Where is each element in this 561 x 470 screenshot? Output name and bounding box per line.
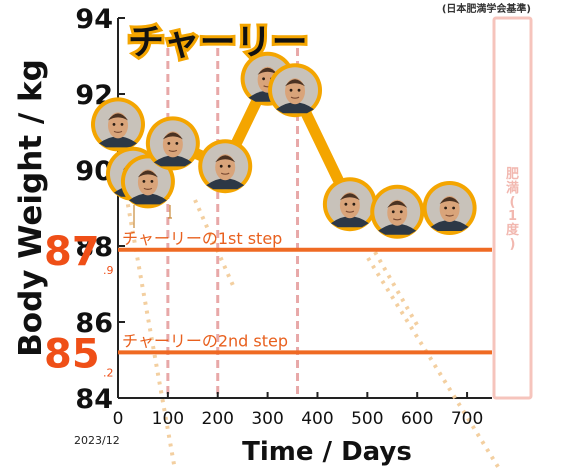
bmi-band-char: 1 xyxy=(508,209,517,224)
y-tick-label: 94 xyxy=(75,4,113,35)
trail-line xyxy=(118,159,177,470)
data-point xyxy=(268,63,323,118)
bmi-band-char: ( xyxy=(510,195,516,210)
bmi-band-char: 満 xyxy=(506,180,519,196)
x-tick-label: 500 xyxy=(351,409,383,429)
reference-value-small: .9 xyxy=(103,264,114,277)
y-tick-label: 84 xyxy=(75,384,113,415)
y-tick-label: 88 xyxy=(75,232,113,263)
y-tick-label: 86 xyxy=(75,308,113,339)
x-axis-label: Time / Days xyxy=(242,437,412,467)
x-tick-label: 0 xyxy=(113,409,124,429)
x-tick-label: 100 xyxy=(152,409,184,429)
standard-note: (日本肥満学会基準) xyxy=(442,2,531,15)
bmi-band xyxy=(492,16,533,400)
bmi-band-char: ) xyxy=(510,237,516,252)
data-point xyxy=(198,139,253,194)
data-point xyxy=(370,184,425,239)
data-point xyxy=(322,177,377,232)
trail-line xyxy=(366,256,502,470)
trail-line xyxy=(193,199,237,291)
data-point xyxy=(422,181,477,235)
x-tick-label: 600 xyxy=(401,409,433,429)
bmi-band-char: 肥 xyxy=(506,166,519,182)
x-start-date: 2023/12 xyxy=(74,434,120,447)
trail-line xyxy=(373,251,422,331)
chart-title: チャーリー xyxy=(128,22,308,63)
reference-value-big: 85 xyxy=(44,331,100,377)
reference-line-label: チャーリーの1st step xyxy=(122,229,282,248)
bmi-band-char: 度 xyxy=(506,222,520,238)
x-tick-label: 700 xyxy=(451,409,483,429)
reference-value-big: 87 xyxy=(44,229,100,275)
data-point xyxy=(145,116,200,171)
data-point xyxy=(120,154,175,209)
x-tick-label: 300 xyxy=(251,409,283,429)
data-point xyxy=(91,97,145,152)
reference-value-small: .2 xyxy=(103,366,114,379)
reference-line-label: チャーリーの2nd step xyxy=(122,331,288,350)
x-tick-label: 200 xyxy=(202,409,234,429)
x-tick-label: 400 xyxy=(301,409,333,429)
y-axis-label: Body Weight / kg xyxy=(13,59,49,357)
